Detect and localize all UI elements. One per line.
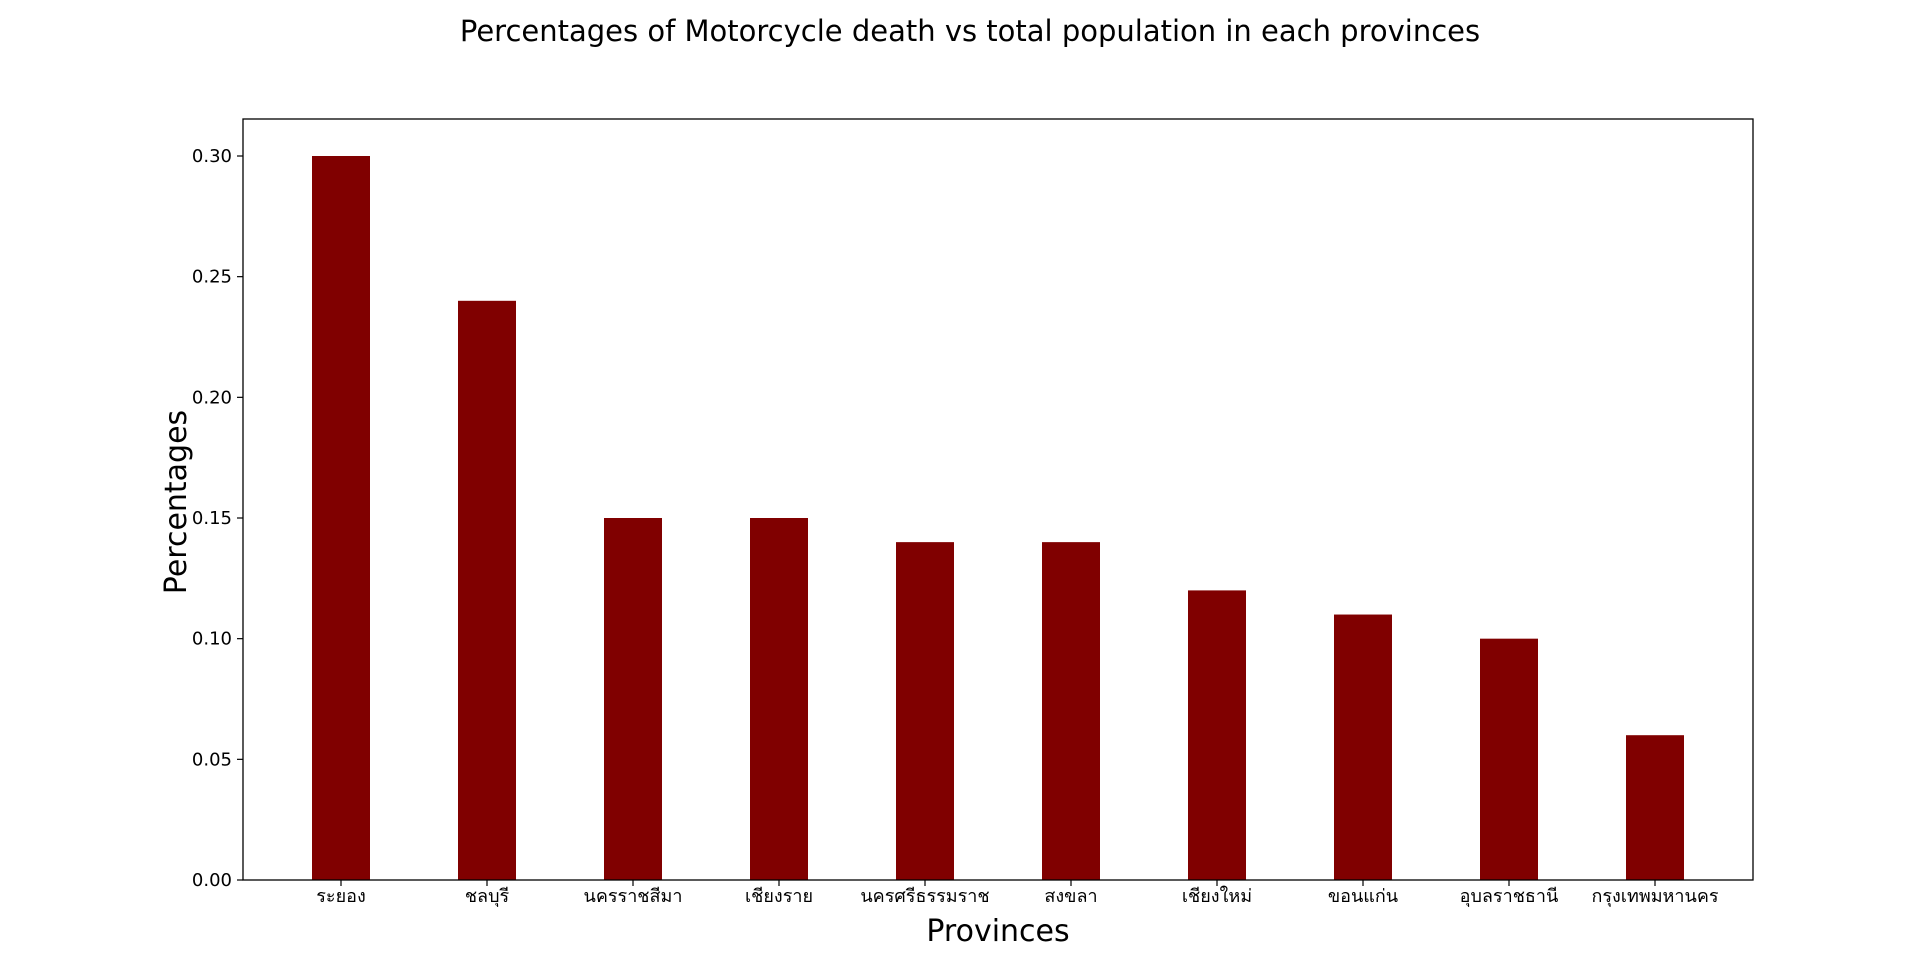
x-tick-label-3: เชียงราย xyxy=(745,886,813,907)
y-tick-label-5: 0.25 xyxy=(192,267,232,288)
y-tick-label-2: 0.10 xyxy=(192,629,232,650)
x-axis: ระยอง ชลบุรี นครราชสีมา เชียงราย นครศรีธรรมร… xyxy=(316,880,1719,907)
bar-4 xyxy=(896,542,954,880)
x-tick-label-9: กรุงเทพมหานคร xyxy=(1591,886,1718,907)
bar-8 xyxy=(1480,638,1538,880)
x-tick-label-8: อุบลราชธานี xyxy=(1460,886,1559,907)
x-tick-label-7: ขอนแก่น xyxy=(1328,886,1398,907)
bar-1 xyxy=(458,300,516,880)
x-tick-label-0: ระยอง xyxy=(316,886,365,907)
y-tick-label-4: 0.20 xyxy=(192,387,232,408)
y-axis: 0.00 0.05 0.10 0.15 0.20 0.25 0.30 xyxy=(192,146,243,891)
bars-group xyxy=(312,156,1684,880)
x-tick-label-2: นครราชสีมา xyxy=(584,886,683,907)
x-tick-label-4: นครศรีธรรมราช xyxy=(860,886,989,907)
plot-frame xyxy=(242,118,1754,881)
x-tick-label-1: ชลบุรี xyxy=(465,886,510,907)
y-tick-label-0: 0.00 xyxy=(192,870,232,891)
y-axis-label: Percentages xyxy=(159,410,194,594)
y-tick-label-3: 0.15 xyxy=(192,508,232,529)
x-tick-label-5: สงขลา xyxy=(1044,886,1097,907)
bar-6 xyxy=(1188,590,1246,880)
bar-2 xyxy=(604,518,662,880)
bar-0 xyxy=(312,156,370,880)
bar-3 xyxy=(750,518,808,880)
bar-9 xyxy=(1626,735,1684,880)
bar-5 xyxy=(1042,542,1100,880)
y-tick-label-1: 0.05 xyxy=(192,749,232,770)
y-tick-label-6: 0.30 xyxy=(192,146,232,167)
x-axis-label: Provinces xyxy=(926,914,1069,949)
x-tick-label-6: เชียงใหม่ xyxy=(1182,885,1252,907)
bar-7 xyxy=(1334,614,1392,880)
chart-title: Percentages of Motorcycle death vs total… xyxy=(460,14,1480,48)
